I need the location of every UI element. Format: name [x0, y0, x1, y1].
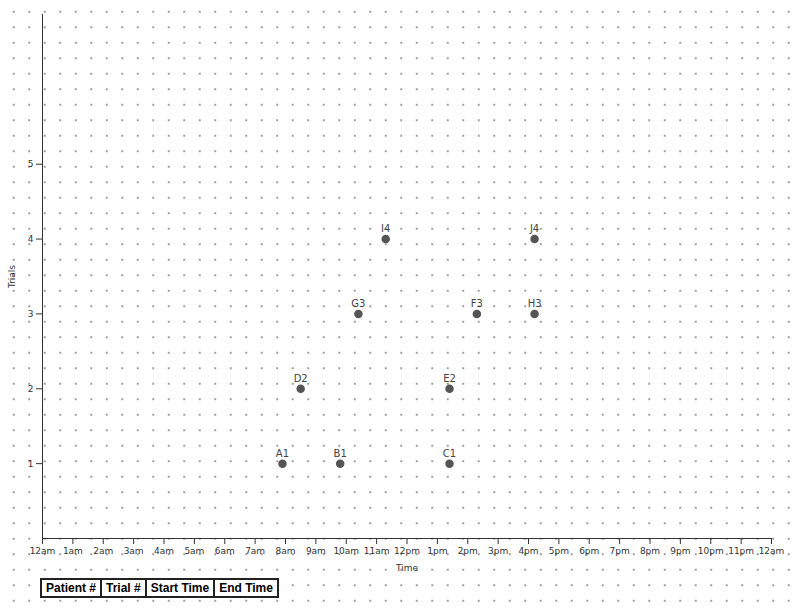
svg-text:J4: J4: [529, 223, 539, 234]
svg-text:F3: F3: [471, 298, 483, 309]
svg-text:7am: 7am: [245, 546, 265, 556]
svg-text:I4: I4: [381, 223, 390, 234]
svg-text:H3: H3: [528, 298, 542, 309]
html-text:Patient #: Patient #: [46, 581, 96, 595]
svg-text:6pm: 6pm: [579, 546, 599, 556]
svg-text:7pm: 7pm: [610, 546, 630, 556]
html-text:Start Time: Start Time: [150, 581, 210, 595]
svg-text:4: 4: [28, 234, 34, 244]
svg-text:9am: 9am: [306, 546, 326, 556]
svg-text:D2: D2: [294, 373, 308, 384]
svg-text:2pm: 2pm: [458, 546, 478, 556]
svg-text:1am: 1am: [63, 546, 83, 556]
svg-text:5am: 5am: [184, 546, 204, 556]
svg-text:Time: Time: [395, 563, 418, 573]
svg-text:E2: E2: [443, 373, 456, 384]
svg-text:11pm: 11pm: [728, 546, 754, 556]
svg-text:4pm: 4pm: [518, 546, 538, 556]
svg-text:A1: A1: [276, 448, 289, 459]
html-text:Trial #: Trial #: [106, 581, 141, 595]
svg-text:Trials: Trials: [7, 265, 17, 289]
svg-text:8pm: 8pm: [640, 546, 660, 556]
svg-text:8am: 8am: [275, 546, 295, 556]
svg-text:1pm: 1pm: [427, 546, 447, 556]
svg-text:3am: 3am: [124, 546, 144, 556]
svg-text:6am: 6am: [215, 546, 235, 556]
svg-text:G3: G3: [351, 298, 365, 309]
svg-text:4am: 4am: [154, 546, 174, 556]
svg-text:B1: B1: [334, 448, 347, 459]
svg-text:11am: 11am: [364, 546, 390, 556]
svg-text:C1: C1: [443, 448, 456, 459]
svg-text:10pm: 10pm: [698, 546, 724, 556]
svg-text:2am: 2am: [93, 546, 113, 556]
svg-text:2: 2: [28, 384, 34, 394]
svg-text:1: 1: [28, 459, 34, 469]
svg-text:10am: 10am: [333, 546, 359, 556]
svg-text:9pm: 9pm: [670, 546, 690, 556]
html-text:End Time: End Time: [219, 581, 273, 595]
svg-text:12pm: 12pm: [394, 546, 420, 556]
svg-text:3pm: 3pm: [488, 546, 508, 556]
svg-text:5: 5: [28, 159, 34, 169]
svg-text:3: 3: [28, 309, 34, 319]
svg-text:12am: 12am: [759, 546, 785, 556]
svg-text:5pm: 5pm: [549, 546, 569, 556]
svg-text:12am: 12am: [30, 546, 56, 556]
